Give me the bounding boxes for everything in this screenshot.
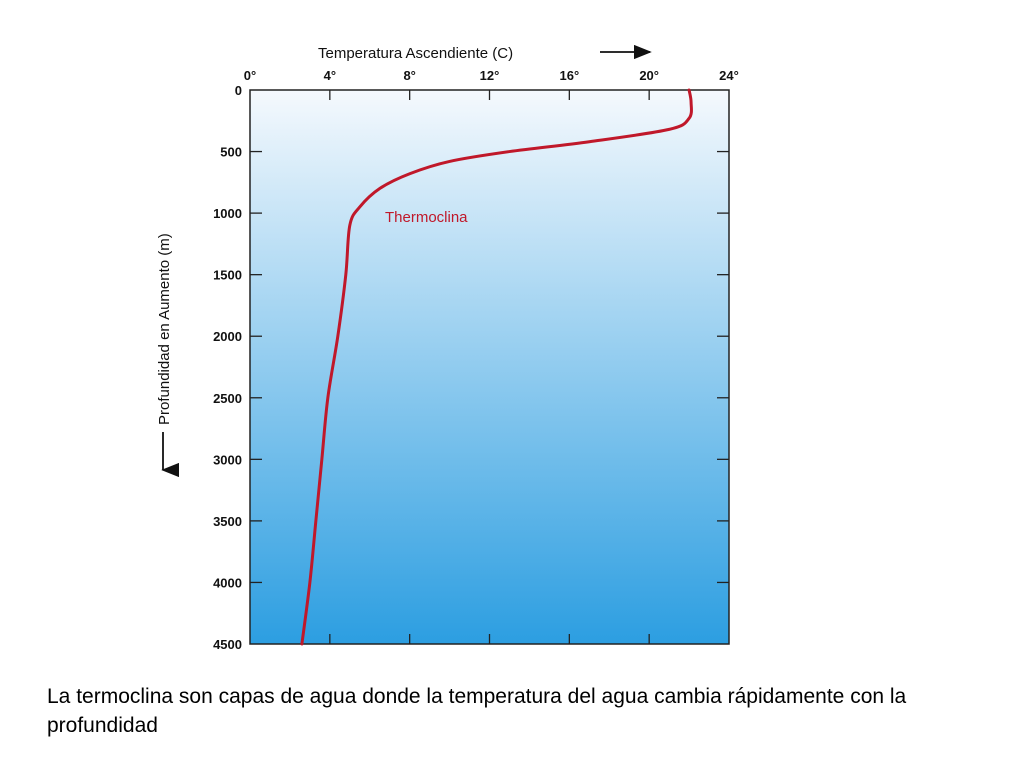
x-tick-label: 8° (403, 68, 415, 83)
x-axis-ticks: 0° 4° 8° 12° 16° 20° 24° (244, 68, 739, 644)
y-tick-label: 4000 (213, 575, 242, 590)
x-tick-label: 4° (324, 68, 336, 83)
y-tick-label: 3000 (213, 452, 242, 467)
y-axis-title: Profundidad en Aumento (m) (156, 233, 173, 425)
caption-text: La termoclina son capas de agua donde la… (47, 685, 907, 737)
x-tick-label: 24° (719, 68, 739, 83)
y-tick-label: 1500 (213, 268, 242, 283)
x-tick-label: 0° (244, 68, 256, 83)
temperature-profile-line (300, 88, 693, 646)
x-tick-label: 16° (559, 68, 579, 83)
y-tick-label: 4500 (213, 637, 242, 652)
x-tick-label: 20° (639, 68, 659, 83)
y-tick-label: 2000 (213, 329, 242, 344)
y-tick-label: 2500 (213, 391, 242, 406)
thermocline-label: Thermoclina (385, 209, 468, 226)
thermocline-chart: 0 500 1000 1500 2000 2500 3000 3500 4000 4500 0° 4… (156, 44, 739, 652)
x-axis-title: Temperatura Ascendiente (C) (318, 45, 513, 62)
y-axis-ticks: 0 500 1000 1500 2000 2500 3000 3500 4000 4500 (213, 83, 729, 652)
x-tick-label: 12° (480, 68, 500, 83)
y-tick-label: 500 (220, 145, 242, 160)
y-tick-label: 0 (235, 83, 242, 98)
y-tick-label: 1000 (213, 206, 242, 221)
y-tick-label: 3500 (213, 514, 242, 529)
plot-area (249, 89, 730, 645)
